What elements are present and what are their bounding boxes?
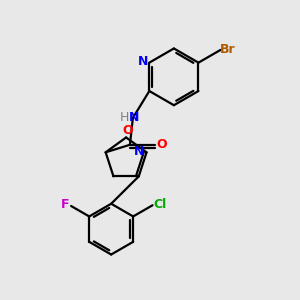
Text: Cl: Cl [153, 198, 167, 211]
Text: Br: Br [220, 43, 236, 56]
Text: N: N [138, 55, 148, 68]
Text: N: N [129, 110, 140, 124]
Text: O: O [122, 124, 133, 137]
Text: O: O [157, 138, 167, 151]
Text: N: N [134, 145, 144, 158]
Text: F: F [61, 198, 69, 211]
Text: H: H [120, 110, 129, 124]
